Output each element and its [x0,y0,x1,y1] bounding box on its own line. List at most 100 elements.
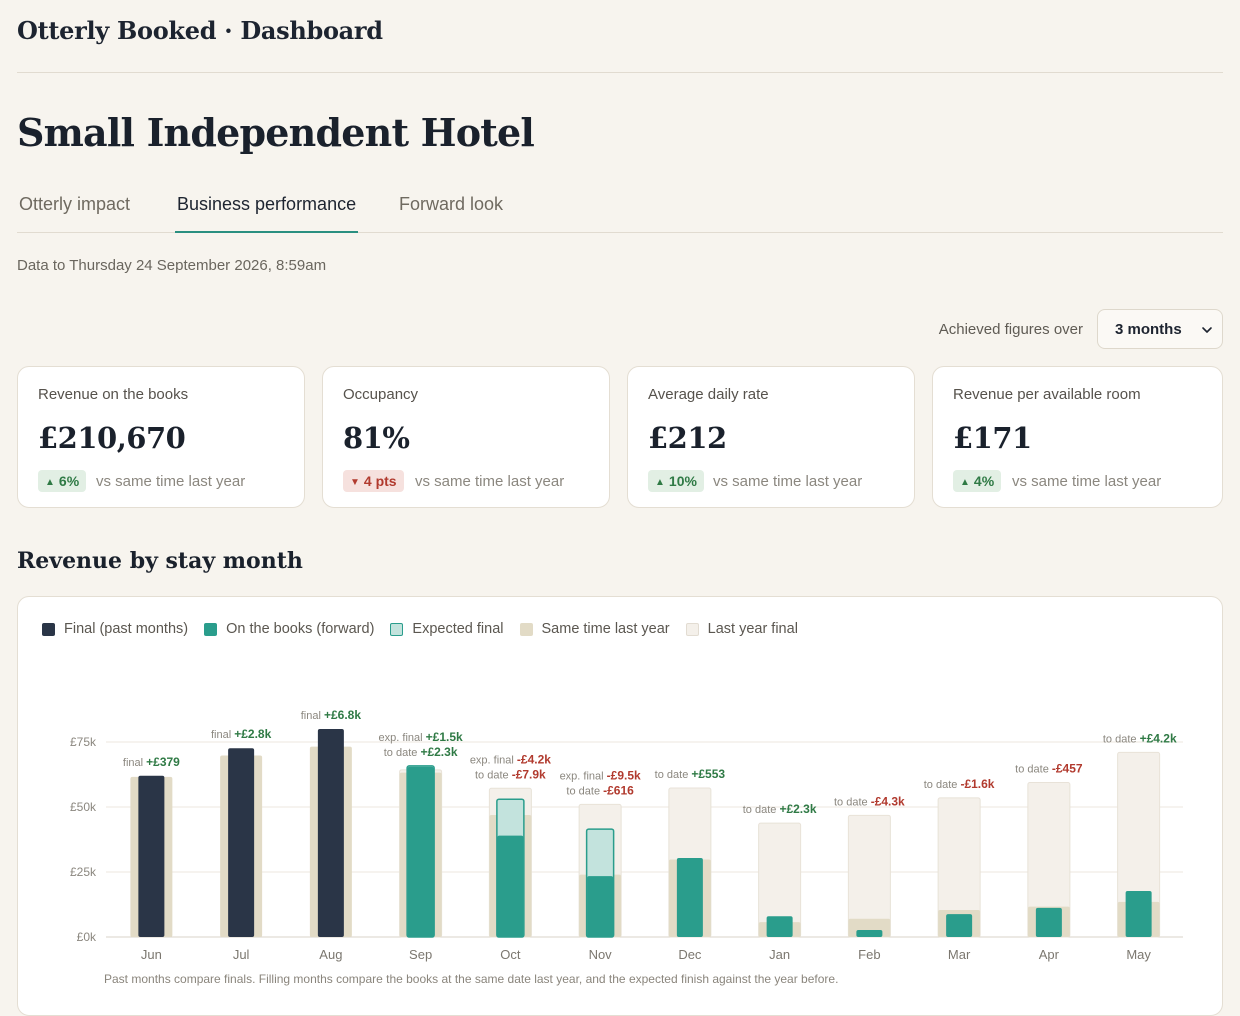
bar-annotation: exp. final +£1.5k [379,730,463,744]
x-tick-label: Jan [769,947,790,962]
metric-value: £212 [648,421,727,455]
app-title: Otterly Booked · Dashboard [17,16,383,45]
chevron-down-icon [1202,327,1212,333]
legend-item-expected-final: Expected final [390,621,504,637]
legend-swatch [519,622,533,636]
period-label: Achieved figures over [938,321,1083,338]
bar-annotation: to date -£7.9k [475,767,546,781]
comparison-text: vs same time last year [1012,473,1162,490]
tab-bar: Otterly impact Business performance Forw… [17,186,1223,233]
metric-label: Occupancy [343,386,419,403]
bar-on-the-books [676,857,703,937]
change-value: 4% [973,473,995,489]
legend-item-same-time-last-year: Same time last year [519,621,670,637]
period-select[interactable]: 3 months [1097,309,1223,349]
change-value: 10% [668,473,697,489]
period-select-value: 3 months [1115,321,1182,338]
legend-label: Last year final [707,621,798,637]
y-tick-label: £25k [70,865,97,879]
bar-final [228,748,255,937]
legend-swatch [204,622,218,636]
bar-annotation: final +£2.8k [211,727,272,741]
tab-otterly-impact[interactable]: Otterly impact [19,194,131,214]
x-tick-label: Feb [858,947,880,962]
revenue-bar-chart: £0k £25k £50k £75k Jun final +£379 Jul final +£… [70,708,1183,962]
metric-value: 81% [343,421,410,455]
legend-item-last-year-final: Last year final [685,621,798,637]
bar-on-the-books [766,916,793,937]
bar-on-the-books [1125,890,1152,937]
y-tick-label: £75k [70,735,97,749]
bar-annotation: to date -£1.6k [924,777,995,791]
bar-annotation: to date -£4.3k [834,794,905,808]
x-tick-label: Apr [1039,947,1060,962]
y-tick-label: £50k [70,800,97,814]
change-value: 6% [58,473,80,489]
tab-business-performance[interactable]: Business performance [175,194,359,233]
x-tick-label: Sep [409,947,432,962]
change-badge: ▲ 10% [648,470,704,492]
legend-item-on-the-books: On the books (forward) [204,621,374,637]
bar-annotation: to date -£616 [566,783,634,797]
bar-on-the-books [1035,907,1062,937]
metric-label: Revenue per available room [953,386,1141,403]
chart-footnote: Past months compare finals. Filling mont… [104,972,839,986]
x-tick-label: Aug [319,947,342,962]
bar-annotation: final +£6.8k [301,708,362,722]
revenue-chart-card: Final (past months) On the books (forwar… [17,596,1223,1016]
comparison-text: vs same time last year [96,473,246,490]
legend-swatch [42,622,55,636]
metric-card-occupancy: Occupancy 81% ▼ 4 pts vs same time last y… [322,366,610,508]
metric-card-revenue: Revenue on the books £210,670 ▲ 6% vs sam… [17,366,305,508]
tab-forward-look[interactable]: Forward look [399,194,504,214]
up-triangle-icon: ▲ [45,477,55,488]
x-tick-label: May [1126,947,1151,962]
metric-label: Revenue on the books [38,386,189,403]
legend-label: Final (past months) [64,621,189,637]
legend-swatch [685,622,699,636]
bar-annotation: exp. final -£4.2k [470,752,551,766]
legend-label: Same time last year [541,621,670,637]
bar-last-year-final [847,814,891,938]
bar-annotation: final +£379 [123,755,180,769]
x-tick-label: Oct [500,947,521,962]
bar-on-the-books [407,766,434,937]
bar-on-the-books [946,914,973,937]
bar-annotation: to date -£457 [1015,762,1083,776]
comparison-text: vs same time last year [415,473,565,490]
bar-annotation: exp. final -£9.5k [560,768,641,782]
change-badge: ▼ 4 pts [343,470,404,492]
bar-on-the-books [587,876,614,937]
legend-label: On the books (forward) [226,621,375,637]
chart-legend: Final (past months) On the books (forwar… [42,621,814,637]
metric-label: Average daily rate [648,386,769,403]
up-triangle-icon: ▲ [655,477,665,488]
x-tick-label: Dec [678,947,702,962]
page-title: Small Independent Hotel [17,110,535,155]
y-tick-label: £0k [77,930,97,944]
legend-swatch [390,622,404,636]
bar-final [317,729,344,937]
change-value: 4 pts [363,473,397,489]
data-timestamp: Data to Thursday 24 September 2026, 8:59… [17,257,327,274]
bar-on-the-books [856,929,883,937]
bar-annotation: to date +£553 [655,767,726,781]
bar-final [138,775,165,937]
legend-item-final: Final (past months) [42,621,188,637]
metric-value: £210,670 [38,421,186,455]
comparison-text: vs same time last year [713,473,863,490]
bar-annotation: to date +£2.3k [384,745,458,759]
x-tick-label: Mar [948,947,971,962]
up-triangle-icon: ▲ [960,477,970,488]
bar-on-the-books [497,835,524,937]
down-triangle-icon: ▼ [350,477,360,488]
bar-annotation: to date +£4.2k [1103,731,1177,745]
metric-value: £171 [953,421,1032,455]
header-divider [17,72,1223,73]
change-badge: ▲ 4% [953,470,1002,492]
section-title: Revenue by stay month [17,548,303,574]
bar-annotation: to date +£2.3k [743,802,817,816]
change-badge: ▲ 6% [38,470,87,492]
x-tick-label: Jul [233,947,250,962]
x-tick-label: Jun [141,947,162,962]
